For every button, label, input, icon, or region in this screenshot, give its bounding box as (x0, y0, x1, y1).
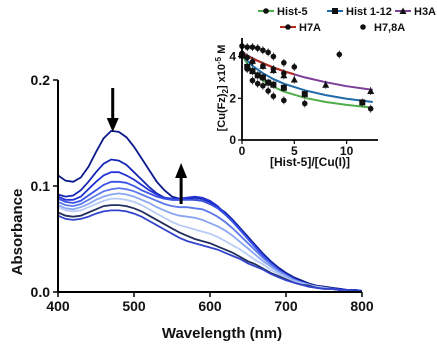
data-point (249, 77, 256, 84)
data-point (290, 75, 298, 83)
main-axes (57, 80, 362, 293)
legend-swatch-marker (285, 24, 291, 30)
spectrum-line-3 (57, 171, 362, 292)
data-point (270, 53, 277, 60)
arrow-down-head (106, 118, 119, 132)
data-point (260, 82, 266, 89)
inset-xlabel: [Hist-5]/[Cu(I)] (270, 155, 350, 169)
arrow-up-head (175, 163, 188, 178)
inset-x-tick-label: 10 (340, 144, 354, 158)
inset-ticks-group: 0 5 10 0 2 4 (229, 50, 353, 158)
data-point (359, 99, 366, 106)
spectrum-line-2 (57, 158, 363, 292)
inset-legend: Hist-5 Hist 1-12 H3A H7A H7,8A (258, 6, 436, 34)
legend-label: H3A (414, 6, 436, 18)
data-point (280, 84, 287, 91)
data-point (249, 44, 256, 50)
inset-ylabel: [Cu(Fz)2] x10-5 M (214, 45, 230, 132)
data-point (336, 51, 343, 58)
legend-swatch-marker (263, 8, 269, 14)
data-point (254, 72, 261, 79)
data-point (244, 63, 251, 70)
legend-swatch-marker (332, 8, 338, 14)
data-point (254, 45, 261, 51)
data-point (249, 58, 256, 65)
spectrum-line-9 (57, 209, 362, 292)
data-point (301, 91, 308, 98)
inset-y-tick-label: 0 (229, 133, 236, 147)
data-point (270, 93, 277, 99)
data-point (254, 80, 261, 87)
main-xlabel: Wavelength (nm) (162, 325, 282, 342)
data-point (281, 59, 287, 66)
main-y-tick-label: 0.1 (31, 178, 51, 194)
data-point (260, 47, 266, 54)
data-point (265, 49, 271, 56)
data-point (367, 87, 375, 94)
main-x-tick-label: 700 (274, 298, 298, 314)
legend-label: H7,8A (374, 22, 405, 34)
main-ylabel: Absorbance (9, 189, 26, 276)
main-arrows-group (106, 88, 188, 204)
data-point (322, 81, 330, 88)
spectrum-line-4 (57, 180, 362, 292)
legend-label: Hist 1-12 (346, 6, 392, 18)
legend-label: Hist-5 (277, 6, 308, 18)
data-point (244, 54, 251, 61)
main-x-tick-label: 400 (46, 298, 70, 314)
main-y-tick-label: 0.0 (31, 284, 51, 300)
data-point (249, 68, 256, 75)
data-point (281, 97, 287, 104)
inset-x-tick-label: 0 (239, 144, 246, 158)
inset-y-tick-label: 2 (229, 91, 236, 105)
main-y-tick-label: 0.2 (31, 72, 51, 88)
data-point (367, 105, 374, 112)
legend-swatch-marker (399, 7, 407, 14)
inset-axes (241, 38, 378, 141)
data-point (244, 44, 251, 50)
main-x-tick-label: 800 (350, 298, 374, 314)
spectrum-line-6 (57, 192, 362, 292)
data-point (291, 64, 298, 70)
data-point (281, 70, 287, 77)
data-point (260, 63, 266, 69)
data-point (270, 81, 277, 88)
data-point (265, 88, 271, 94)
fit-curve-2 (241, 54, 373, 103)
data-point (265, 79, 272, 86)
main-series-group (57, 129, 363, 292)
inset-x-tick-label: 5 (291, 144, 298, 158)
inset-chart: Hist-5 Hist 1-12 H3A H7A H7,8A 0 5 10 0 2 4 [Hist… (214, 6, 436, 169)
data-point (259, 74, 266, 81)
main-x-tick-label: 600 (198, 298, 222, 314)
data-point (301, 100, 308, 107)
data-point (270, 66, 277, 72)
inset-y-tick-label: 4 (229, 50, 236, 64)
legend-label: H7A (299, 22, 321, 34)
main-x-tick-label: 500 (122, 298, 146, 314)
legend-swatch-marker (360, 24, 366, 30)
